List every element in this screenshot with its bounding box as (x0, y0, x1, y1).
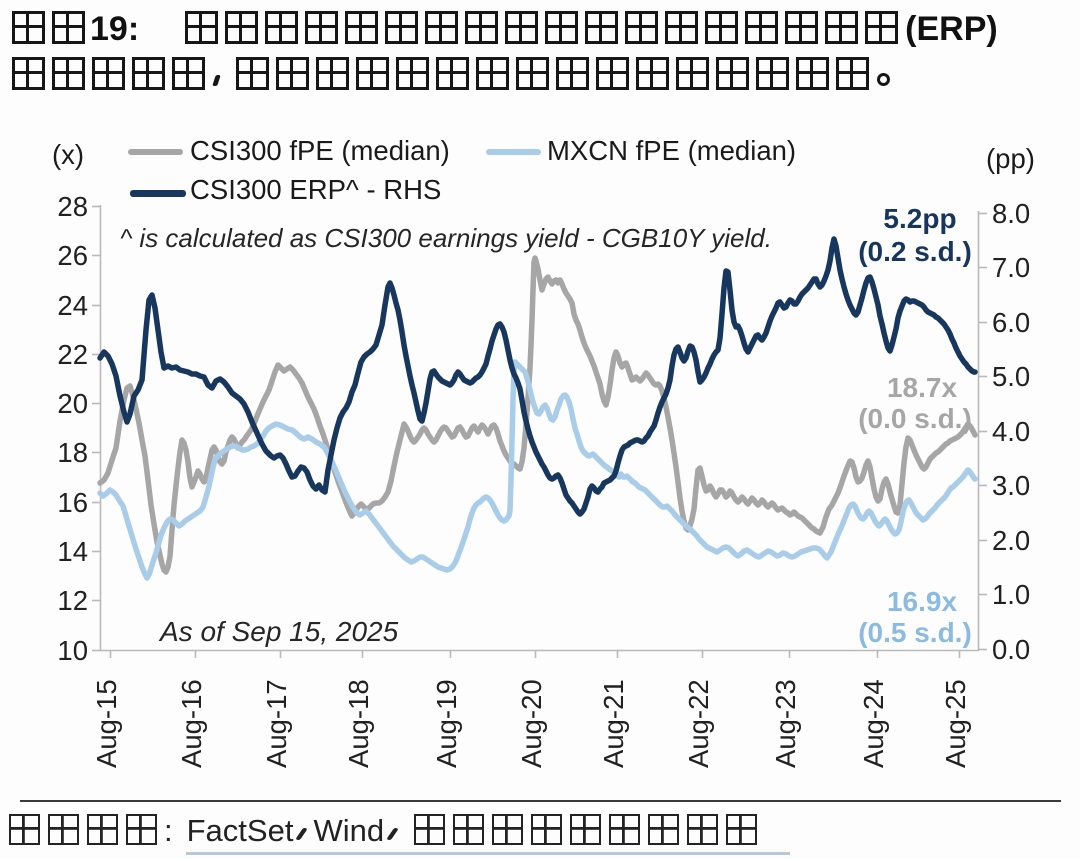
svg-text:Aug-25: Aug-25 (940, 679, 971, 768)
svg-text:16: 16 (57, 487, 88, 518)
svg-text:7.0: 7.0 (992, 252, 1030, 283)
svg-text:8.0: 8.0 (992, 198, 1030, 229)
svg-text:5.2pp: 5.2pp (883, 203, 956, 234)
svg-text:28: 28 (57, 191, 88, 222)
svg-text:Aug-16: Aug-16 (176, 679, 207, 768)
svg-text:1.0: 1.0 (992, 579, 1030, 610)
svg-text:0.0: 0.0 (992, 634, 1030, 665)
svg-text:3.0: 3.0 (992, 470, 1030, 501)
svg-text:5.0: 5.0 (992, 361, 1030, 392)
svg-text:22: 22 (57, 339, 88, 370)
svg-text:(0.5 s.d.): (0.5 s.d.) (858, 617, 972, 648)
svg-text:18: 18 (57, 437, 88, 468)
svg-text:Aug-19: Aug-19 (431, 679, 462, 768)
svg-text:18.7x: 18.7x (887, 372, 957, 403)
svg-text:2.0: 2.0 (992, 525, 1030, 556)
svg-text:As of Sep 15, 2025: As of Sep 15, 2025 (158, 616, 399, 647)
svg-text:14: 14 (57, 536, 88, 567)
svg-text:Aug-18: Aug-18 (343, 679, 374, 768)
svg-text:26: 26 (57, 240, 88, 271)
svg-text:Aug-17: Aug-17 (261, 679, 292, 768)
svg-text:(0.0 s.d.): (0.0 s.d.) (858, 403, 972, 434)
svg-text:Aug-15: Aug-15 (91, 679, 122, 768)
svg-text:24: 24 (57, 290, 88, 321)
svg-text:^ is calculated as CSI300 earn: ^ is calculated as CSI300 earnings yield… (120, 223, 772, 253)
svg-text:10: 10 (57, 635, 88, 666)
svg-text:Aug-23: Aug-23 (770, 679, 801, 768)
svg-text:Aug-24: Aug-24 (858, 679, 889, 768)
svg-text:(0.2 s.d.): (0.2 s.d.) (858, 236, 972, 267)
svg-text:Aug-21: Aug-21 (598, 679, 629, 768)
svg-text:6.0: 6.0 (992, 307, 1030, 338)
svg-text:Aug-20: Aug-20 (516, 679, 547, 768)
svg-text:4.0: 4.0 (992, 416, 1030, 447)
svg-text:12: 12 (57, 585, 88, 616)
svg-text:20: 20 (57, 388, 88, 419)
svg-text:Aug-22: Aug-22 (683, 679, 714, 768)
svg-text:16.9x: 16.9x (887, 586, 957, 617)
